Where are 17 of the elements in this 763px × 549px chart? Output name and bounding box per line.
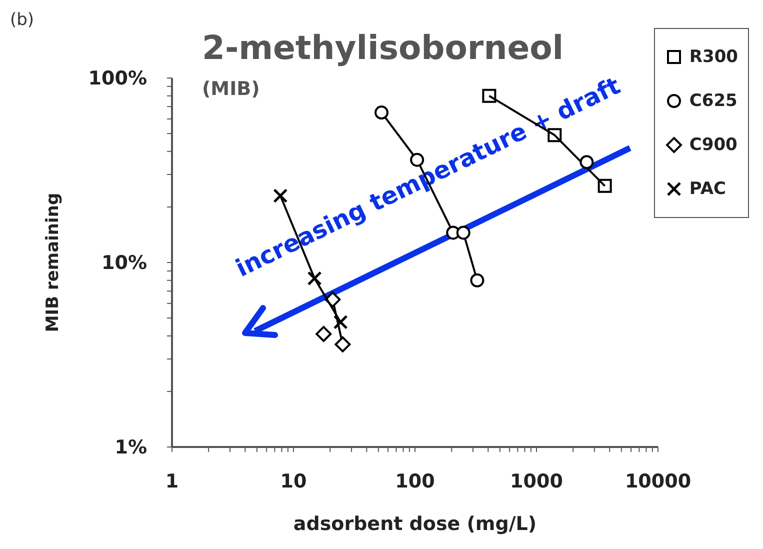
y-tick-label: 10% [102, 252, 147, 274]
y-tick-label: 1% [114, 436, 147, 459]
x-tick-label: 1 [165, 470, 179, 492]
y-tick-label: 100% [88, 68, 147, 90]
x-axis-title: adsorbent dose (mg/L) [293, 513, 537, 535]
x-tick-label: 10000 [624, 470, 692, 492]
legend-label: PAC [689, 179, 726, 199]
y-axis-title: MIB remaining [43, 192, 64, 332]
x-tick-label: 100 [395, 470, 435, 492]
text: (b) [10, 10, 34, 30]
chart-subtitle: (MIB) [202, 78, 260, 100]
x-tick-label: 10 [280, 470, 307, 492]
chart-title: 2-methylisoborneol [202, 28, 564, 67]
legend-label: C900 [689, 135, 738, 155]
x-tick-label: 1000 [510, 470, 563, 492]
legend-label: R300 [689, 47, 738, 67]
legend-label: C625 [689, 91, 738, 111]
